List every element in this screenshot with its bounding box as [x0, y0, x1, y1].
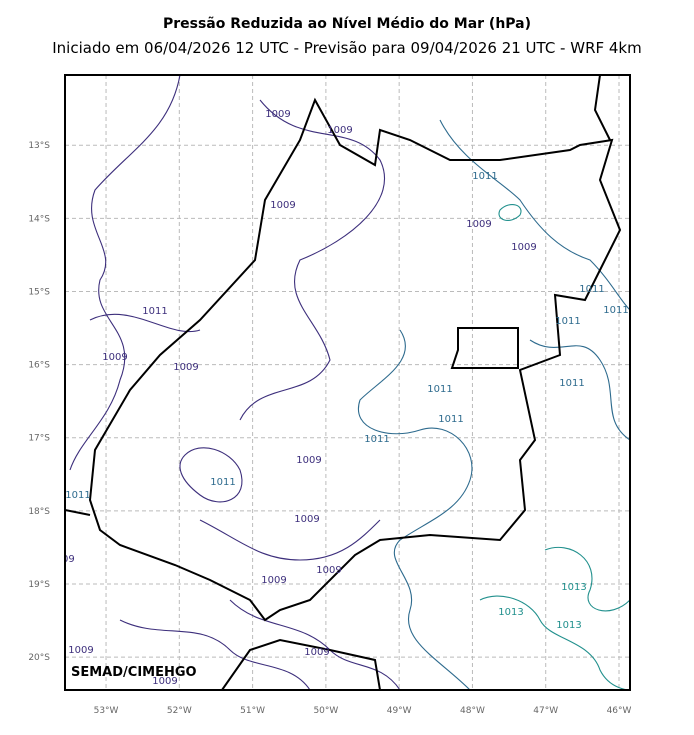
- contour-label: 1009: [152, 676, 177, 687]
- contour-label: 1009: [511, 242, 536, 253]
- lat-tick-label: 19°S: [28, 580, 50, 590]
- contour-label: 1013: [556, 620, 581, 631]
- isobar: [498, 204, 522, 221]
- contour-label: 1009: [316, 565, 341, 576]
- contour-label: 1009: [49, 554, 74, 565]
- lat-tick-label: 15°S: [28, 287, 50, 297]
- lon-tick-label: 46°W: [607, 706, 632, 716]
- lat-tick-label: 20°S: [28, 653, 50, 663]
- contour-label: 1009: [261, 575, 286, 586]
- contour-label: 1009: [466, 219, 491, 230]
- lat-tick-label: 14°S: [28, 214, 50, 224]
- contour-label: 1009: [296, 455, 321, 466]
- contour-label: 1011: [579, 284, 604, 295]
- lon-tick-label: 49°W: [387, 706, 412, 716]
- contour-label: 1009: [265, 109, 290, 120]
- lon-tick-label: 50°W: [313, 706, 338, 716]
- lat-tick-label: 18°S: [28, 507, 50, 517]
- state-border: [65, 75, 611, 690]
- lat-tick-label: 16°S: [28, 361, 50, 371]
- isobar: [239, 99, 386, 421]
- federal-district-border: [450, 327, 519, 369]
- contour-label: 1011: [427, 384, 452, 395]
- contour-label: 1009: [294, 514, 319, 525]
- isobar: [89, 313, 311, 690]
- contour-label: 1011: [559, 378, 584, 389]
- contour-label: 1009: [304, 647, 329, 658]
- contour-label: 1009: [173, 362, 198, 373]
- contour-label: 1011: [438, 414, 463, 425]
- title: Pressão Reduzida ao Nível Médio do Mar (…: [163, 16, 531, 32]
- contour-label: 1011: [65, 490, 90, 501]
- isobar: [529, 339, 630, 441]
- contour-label: 1009: [270, 200, 295, 211]
- state-border: [88, 97, 622, 622]
- contour-label: 1009: [102, 352, 127, 363]
- isobar: [479, 546, 630, 690]
- contour-label: 1011: [142, 306, 167, 317]
- lon-tick-label: 47°W: [533, 706, 558, 716]
- credit: SEMAD/CIMEHGO: [71, 665, 197, 680]
- contour-label: 1011: [555, 316, 580, 327]
- lat-tick-label: 17°S: [28, 434, 50, 444]
- isobar: [439, 119, 630, 311]
- contour-label: 1013: [561, 582, 586, 593]
- lon-tick-label: 53°W: [94, 706, 119, 716]
- subtitle: Iniciado em 06/04/2026 12 UTC - Previsão…: [52, 39, 641, 57]
- isobar: [357, 329, 473, 690]
- isobar: [69, 75, 181, 471]
- lon-tick-label: 52°W: [167, 706, 192, 716]
- contour-label: 1011: [603, 305, 628, 316]
- contour-label: 1009: [68, 645, 93, 656]
- contour-label: 1011: [210, 477, 235, 488]
- contours: [65, 75, 630, 690]
- contour-label: 1013: [498, 607, 523, 618]
- lon-tick-label: 48°W: [460, 706, 485, 716]
- contour-label: 1011: [364, 434, 389, 445]
- contour-label: 1009: [327, 125, 352, 136]
- map-frame: [64, 74, 631, 691]
- lon-tick-label: 51°W: [240, 706, 265, 716]
- isobar: [179, 447, 243, 503]
- contour-label: 1011: [472, 171, 497, 182]
- lat-tick-label: 13°S: [28, 141, 50, 151]
